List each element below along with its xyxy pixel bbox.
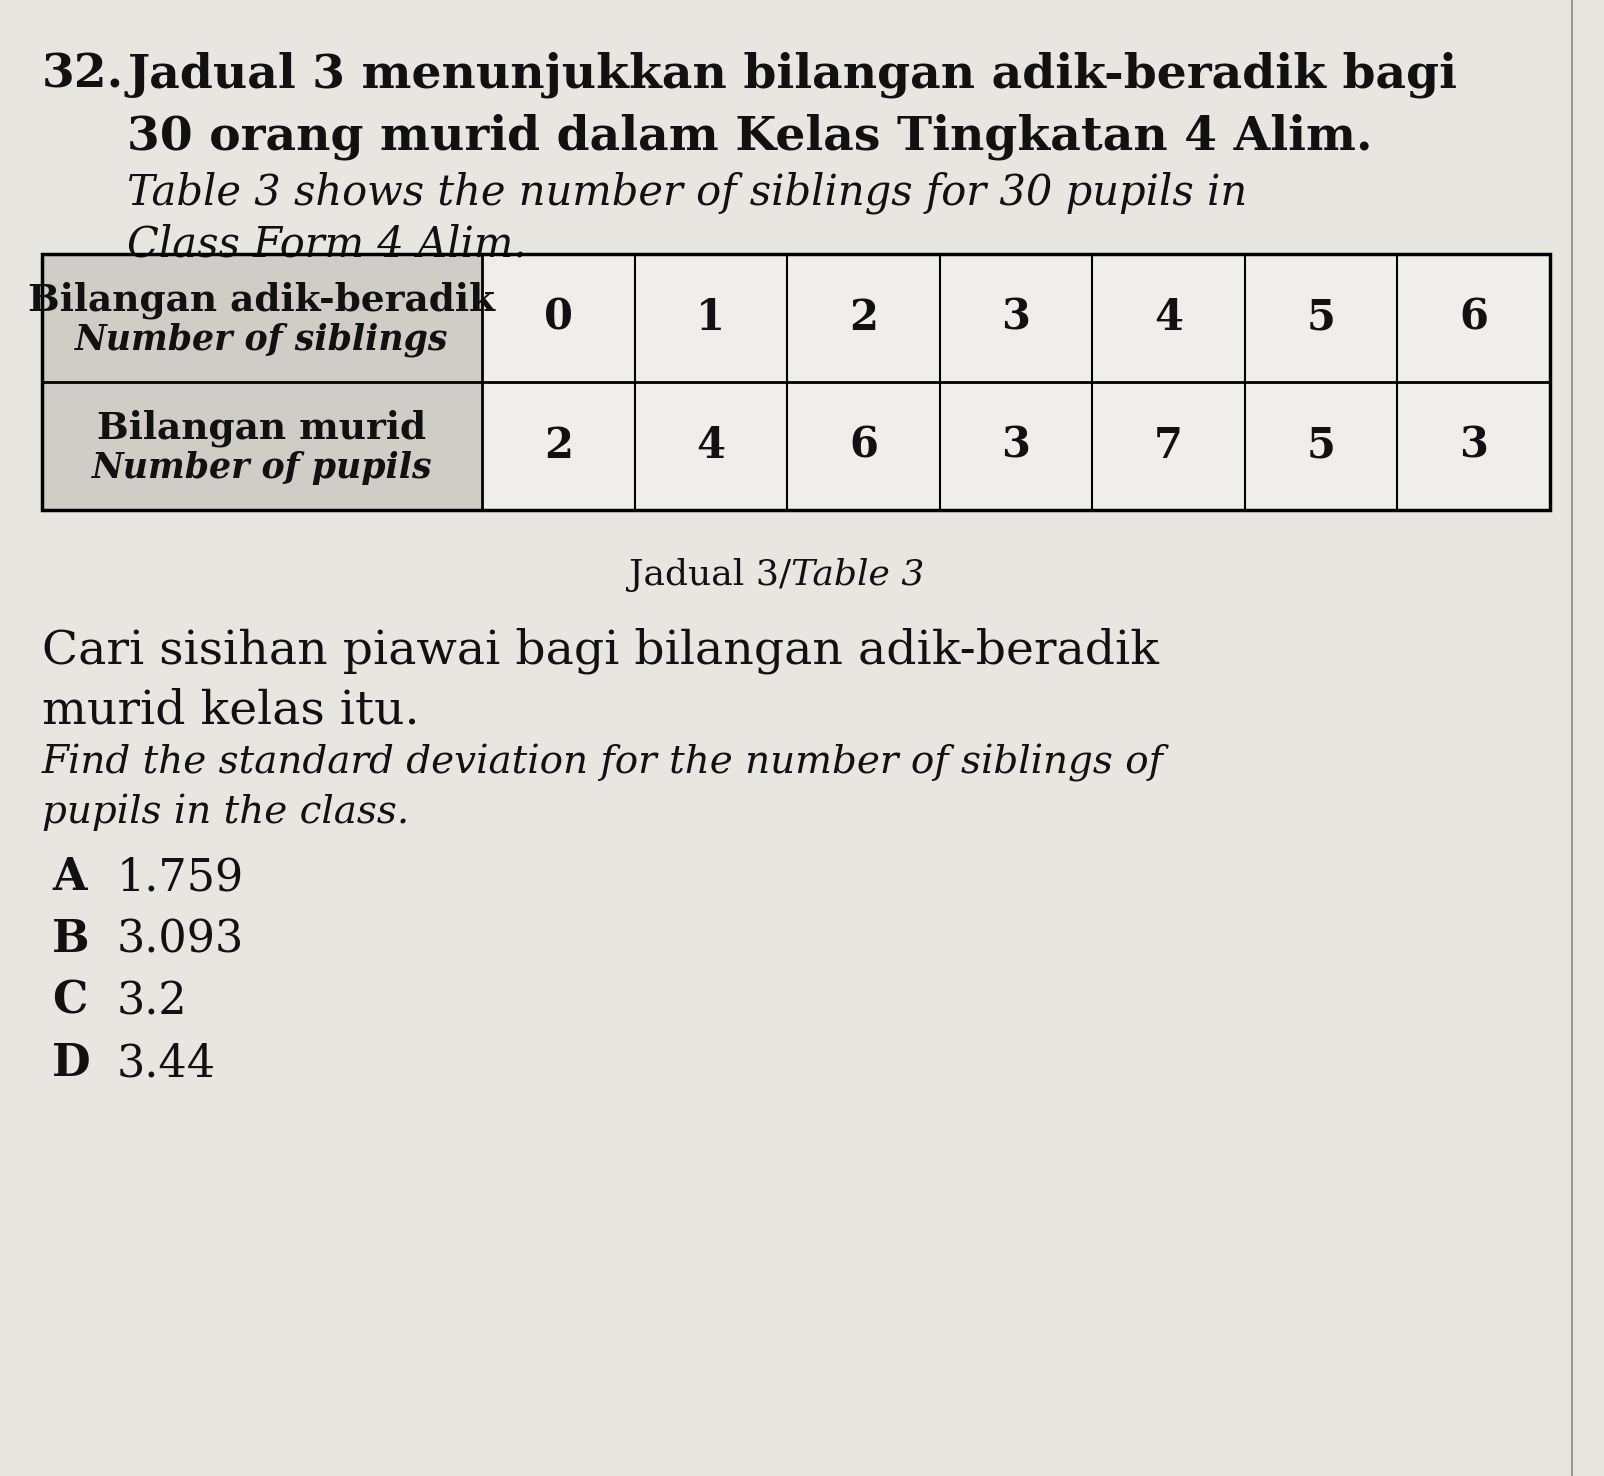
Bar <box>1092 382 1245 511</box>
Bar <box>481 382 635 511</box>
Text: Cari sisihan piawai bagi bilangan adik-beradik: Cari sisihan piawai bagi bilangan adik-b… <box>42 627 1160 675</box>
Text: Bilangan murid: Bilangan murid <box>98 409 427 447</box>
Text: A: A <box>51 856 87 899</box>
Text: B: B <box>51 918 90 961</box>
Bar <box>1092 254 1245 382</box>
Text: 6: 6 <box>849 425 877 466</box>
Text: 2: 2 <box>849 297 877 339</box>
Text: 30 orang murid dalam Kelas Tingkatan 4 Alim.: 30 orang murid dalam Kelas Tingkatan 4 A… <box>127 114 1373 161</box>
Text: pupils in the class.: pupils in the class. <box>42 794 409 831</box>
Bar <box>1397 382 1549 511</box>
Bar <box>1245 254 1397 382</box>
Text: 7: 7 <box>1155 425 1184 466</box>
Bar <box>481 254 635 382</box>
Text: Find the standard deviation for the number of siblings of: Find the standard deviation for the numb… <box>42 744 1165 782</box>
Text: 5: 5 <box>1307 297 1336 339</box>
Bar <box>42 254 481 382</box>
Text: C: C <box>51 980 87 1023</box>
Text: 2: 2 <box>544 425 573 466</box>
Text: 0: 0 <box>544 297 573 339</box>
Text: Jadual 3 menunjukkan bilangan adik-beradik bagi: Jadual 3 menunjukkan bilangan adik-berad… <box>127 52 1456 99</box>
Text: Class Form 4 Alim.: Class Form 4 Alim. <box>127 224 526 266</box>
Bar <box>1245 382 1397 511</box>
Bar <box>42 254 1549 511</box>
Text: 3.093: 3.093 <box>117 918 244 961</box>
Text: D: D <box>51 1042 90 1085</box>
Text: 6: 6 <box>1460 297 1489 339</box>
Bar <box>635 254 788 382</box>
Text: 32.: 32. <box>42 52 124 97</box>
Bar <box>940 254 1092 382</box>
Bar <box>1397 254 1549 382</box>
Text: Jadual 3/: Jadual 3/ <box>629 558 791 592</box>
Text: 1: 1 <box>696 297 725 339</box>
Text: 3: 3 <box>1001 425 1030 466</box>
Bar <box>788 254 940 382</box>
Text: 5: 5 <box>1307 425 1336 466</box>
Bar <box>42 382 481 511</box>
Bar <box>635 382 788 511</box>
Text: Number of pupils: Number of pupils <box>91 452 433 486</box>
Text: Table 3: Table 3 <box>791 558 924 592</box>
Text: 4: 4 <box>696 425 725 466</box>
Text: 3: 3 <box>1001 297 1030 339</box>
Text: Number of siblings: Number of siblings <box>75 323 449 357</box>
Text: 4: 4 <box>1153 297 1184 339</box>
Text: Table 3 shows the number of siblings for 30 pupils in: Table 3 shows the number of siblings for… <box>127 173 1248 214</box>
Text: 1.759: 1.759 <box>117 856 244 899</box>
Bar <box>940 382 1092 511</box>
Text: Bilangan adik-beradik: Bilangan adik-beradik <box>29 282 496 319</box>
Text: 3: 3 <box>1460 425 1489 466</box>
Text: 3.44: 3.44 <box>117 1042 217 1085</box>
Bar <box>788 382 940 511</box>
Text: 3.2: 3.2 <box>117 980 188 1023</box>
Text: murid kelas itu.: murid kelas itu. <box>42 688 420 734</box>
